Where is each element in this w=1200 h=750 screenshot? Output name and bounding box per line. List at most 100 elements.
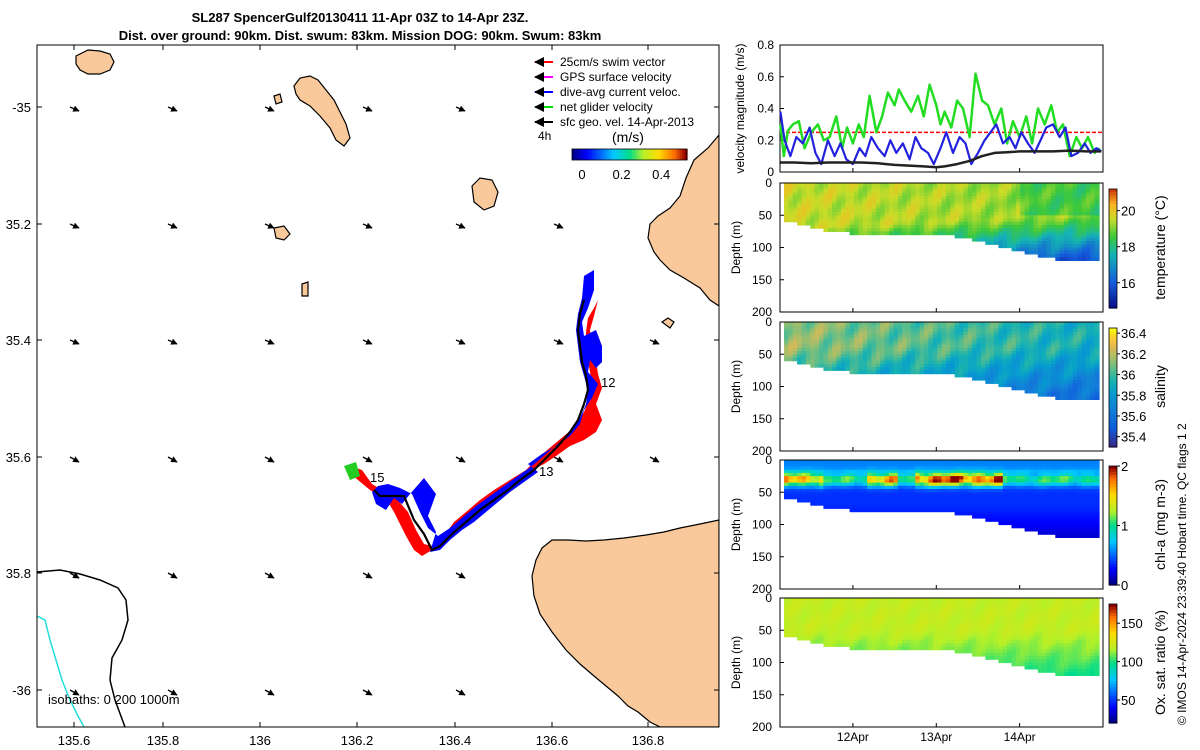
section-cell bbox=[1029, 476, 1034, 480]
section-cell bbox=[989, 325, 995, 329]
section-cell bbox=[849, 598, 855, 602]
section-cell bbox=[1072, 192, 1078, 197]
section-cell bbox=[875, 501, 881, 506]
section-cell bbox=[823, 466, 829, 471]
section-cell bbox=[867, 620, 873, 625]
section-cell bbox=[1007, 228, 1013, 232]
section-cell bbox=[902, 498, 908, 503]
section-colorbar-tick-label: 35.4 bbox=[1121, 430, 1146, 445]
section-cell bbox=[1020, 322, 1026, 326]
section-cell bbox=[967, 322, 973, 326]
section-cell bbox=[954, 373, 960, 378]
map-y-tick-label: -35 bbox=[12, 100, 31, 115]
section-cell bbox=[906, 607, 912, 612]
section-cell bbox=[1011, 231, 1017, 236]
section-cell bbox=[880, 614, 886, 618]
section-cell bbox=[801, 208, 807, 213]
section-cell bbox=[937, 228, 943, 232]
section-cell bbox=[823, 501, 829, 506]
section-cell bbox=[880, 189, 886, 194]
section-cell bbox=[854, 215, 859, 220]
section-cell bbox=[836, 212, 842, 216]
speed-colorbar-cell bbox=[624, 149, 628, 160]
section-cell bbox=[1037, 370, 1043, 375]
section-cell bbox=[1059, 460, 1065, 464]
section-cell bbox=[832, 212, 838, 216]
section-cell bbox=[959, 215, 964, 220]
section-cell bbox=[989, 505, 995, 509]
section-cell bbox=[919, 617, 925, 622]
section-cell bbox=[1033, 489, 1039, 493]
geo-velocity-arrow bbox=[362, 338, 373, 345]
section-cell bbox=[932, 636, 938, 641]
section-cell bbox=[915, 627, 921, 631]
section-cell bbox=[827, 498, 833, 503]
section-cell bbox=[954, 231, 960, 236]
section-cell bbox=[1077, 205, 1083, 210]
section-cell bbox=[797, 620, 803, 625]
section-cell bbox=[1020, 498, 1026, 503]
section-cell bbox=[858, 498, 864, 503]
section-cell bbox=[945, 351, 951, 355]
section-cell bbox=[1059, 527, 1065, 532]
section-cell bbox=[1042, 195, 1048, 200]
section-cell bbox=[1059, 498, 1065, 503]
section-cell bbox=[832, 498, 838, 503]
section-cell bbox=[980, 476, 986, 480]
section-cell bbox=[1072, 498, 1078, 503]
section-cell bbox=[1085, 247, 1091, 252]
section-cell bbox=[985, 617, 991, 622]
section-cell bbox=[998, 498, 1004, 503]
section-cell bbox=[1090, 195, 1096, 200]
section-cell bbox=[897, 344, 903, 349]
section-cell bbox=[1042, 208, 1048, 213]
section-cell bbox=[880, 620, 886, 625]
section-cell bbox=[1068, 527, 1074, 532]
section-cell bbox=[788, 186, 794, 190]
section-cell bbox=[1011, 469, 1017, 474]
section-cell bbox=[1020, 357, 1026, 362]
section-cell bbox=[1068, 524, 1074, 529]
section-cell bbox=[919, 351, 925, 355]
section-cell bbox=[1015, 521, 1021, 526]
speed-colorbar-cell bbox=[682, 149, 686, 160]
section-cell bbox=[902, 363, 908, 368]
section-cell bbox=[1037, 325, 1043, 329]
section-cell bbox=[902, 627, 908, 631]
section-cell bbox=[823, 472, 829, 477]
section-cell bbox=[832, 598, 838, 602]
section-cell bbox=[985, 511, 991, 516]
section-cell bbox=[867, 338, 873, 342]
section-cell bbox=[967, 643, 973, 647]
section-cell bbox=[805, 215, 811, 220]
section-colorbar-cell bbox=[1109, 399, 1117, 403]
section-cell bbox=[893, 347, 899, 352]
section-cell bbox=[854, 463, 859, 467]
section-cell bbox=[980, 492, 986, 497]
section-cell bbox=[836, 344, 842, 349]
section-cell bbox=[1094, 192, 1100, 197]
section-cell bbox=[1050, 221, 1056, 226]
section-cell bbox=[967, 485, 973, 490]
section-cell bbox=[1002, 322, 1008, 326]
speed-colorbar-cell bbox=[572, 149, 576, 160]
section-cell bbox=[1037, 514, 1043, 519]
section-cell bbox=[1046, 466, 1052, 471]
section-cell bbox=[1042, 351, 1048, 355]
speed-colorbar-cell bbox=[654, 149, 658, 160]
section-cell bbox=[924, 322, 929, 326]
section-cell bbox=[836, 341, 842, 346]
section-cell bbox=[862, 199, 868, 203]
section-cell bbox=[972, 357, 978, 362]
section-cell bbox=[932, 370, 938, 375]
section-cell bbox=[924, 334, 929, 339]
section-cell bbox=[1015, 192, 1021, 197]
section-cell bbox=[1015, 380, 1021, 384]
section-cell bbox=[941, 460, 947, 464]
section-cell bbox=[1055, 244, 1061, 249]
section-cell bbox=[919, 479, 925, 484]
section-colorbar-cell bbox=[1109, 333, 1117, 338]
section-cell bbox=[854, 466, 859, 471]
section-cell bbox=[1007, 202, 1013, 207]
section-cell bbox=[827, 627, 833, 631]
